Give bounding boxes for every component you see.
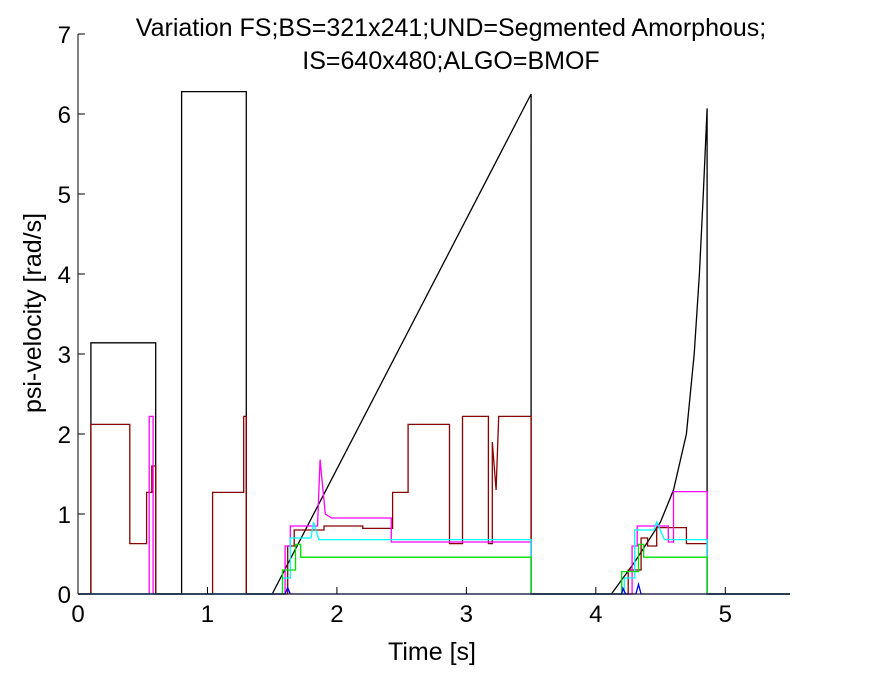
y-tick-label: 1 xyxy=(58,502,71,529)
axes: 0 1 2 3 4 5 0 1 2 3 4 5 6 7 xyxy=(58,22,790,628)
chart-title-line-1: Variation FS;BS=321x241;UND=Segmented Am… xyxy=(136,14,766,42)
plot-area xyxy=(78,90,790,595)
y-tick-label: 6 xyxy=(58,102,71,129)
x-tick-label: 5 xyxy=(719,601,732,628)
series-line-2 xyxy=(78,415,790,595)
x-tick-label: 3 xyxy=(460,601,473,628)
y-tick-label: 5 xyxy=(58,182,71,209)
x-axis-label: Time [s] xyxy=(388,638,476,666)
chart-title-line-2: IS=640x480;ALGO=BMOF xyxy=(302,47,599,75)
x-tick-label: 2 xyxy=(330,601,343,628)
x-tick-label: 0 xyxy=(71,601,84,628)
series-line-4 xyxy=(78,520,790,595)
y-axis-label: psi-velocity [rad/s] xyxy=(19,213,47,413)
series-line-6 xyxy=(78,581,790,595)
y-tick-label: 2 xyxy=(58,422,71,449)
x-tick-label: 4 xyxy=(589,601,602,628)
y-tick-label: 0 xyxy=(58,582,71,609)
y-tick-label: 3 xyxy=(58,342,71,369)
x-tick-label: 1 xyxy=(201,601,214,628)
series-line-5 xyxy=(78,543,790,595)
y-tick-label: 7 xyxy=(58,22,71,49)
series-line-1 xyxy=(78,90,790,595)
y-tick-label: 4 xyxy=(58,262,71,289)
series-line-3 xyxy=(78,415,790,595)
